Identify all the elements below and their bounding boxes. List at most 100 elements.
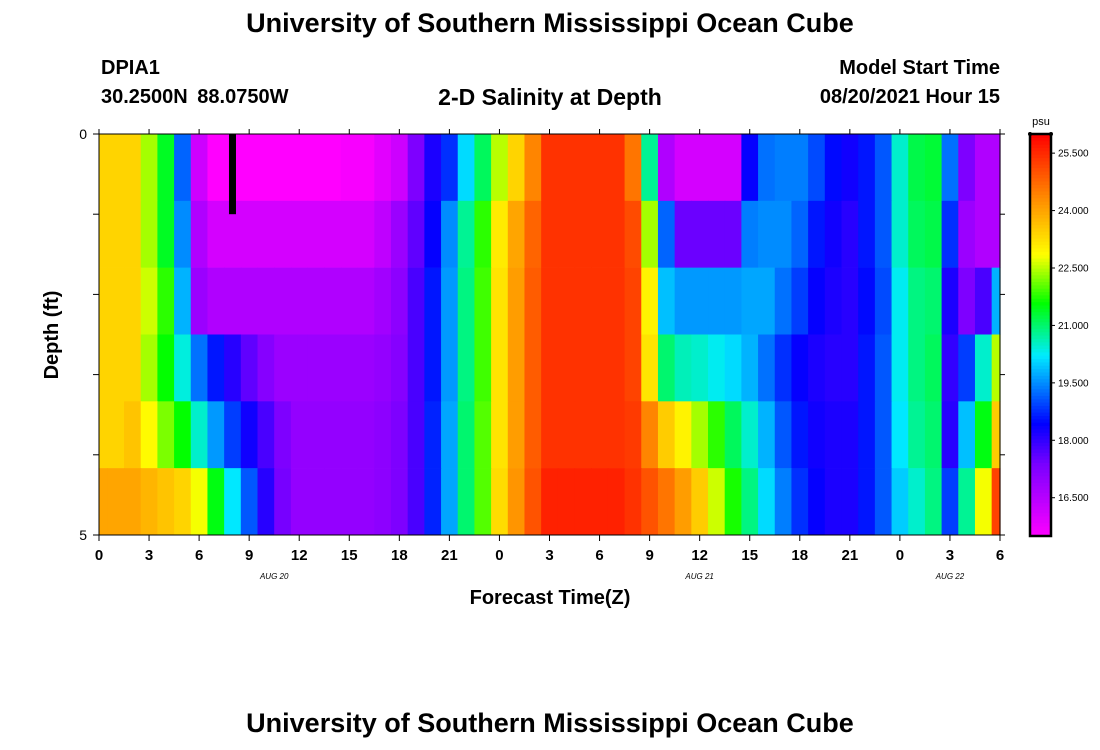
colorbar-segment [1030,301,1051,306]
heatmap-cell [607,468,626,536]
heatmap-cell [774,468,793,536]
heatmap-cell [657,401,676,469]
heatmap-cell [324,267,342,335]
heatmap-cell [474,334,492,402]
colorbar-segment [1030,194,1051,199]
colorbar-segment [1030,314,1051,319]
heatmap-cell [290,334,309,402]
colorbar-segment [1030,522,1051,527]
x-tick-label: 15 [741,547,758,564]
heatmap-cell [958,468,976,536]
heatmap-cell [624,134,642,202]
heatmap-cell [808,401,826,469]
colorbar-segment [1030,221,1051,226]
colorbar-segment [1030,469,1051,473]
heatmap-cell [741,334,759,402]
heatmap-cell [874,401,893,469]
heatmap-cell [274,468,292,536]
heatmap-cell [791,134,809,202]
x-tick-label: 6 [195,547,203,564]
colorbar-segment [1030,217,1051,222]
y-tick-label: 5 [79,527,87,543]
heatmap-cell [491,401,509,469]
heatmap-cell [140,401,158,469]
colorbar-segment [1030,435,1051,440]
heatmap-cell [290,468,309,536]
heatmap-cell [924,200,943,268]
heatmap-cell [641,134,659,202]
heatmap-cell [240,401,259,469]
colorbar-segment [1030,254,1051,259]
heatmap-cell [374,267,392,335]
heatmap-cell [641,334,659,402]
heatmap-cell [307,334,325,402]
heatmap-cell [708,267,726,335]
heatmap-cell [524,134,542,202]
colorbar-segment [1030,495,1051,500]
colorbar-segment [1030,227,1051,232]
colorbar-segment [1030,331,1051,336]
heatmap-cell [841,334,859,402]
heatmap-cell [307,267,325,335]
heatmap-cell [257,267,275,335]
heatmap-cell [491,334,509,402]
heatmap-cell [390,401,409,469]
heatmap-cell [290,200,309,268]
heatmap-cell [457,468,476,536]
colorbar-tick-label: 22.500 [1058,264,1089,275]
heatmap-cell [190,200,209,268]
heatmap-cell [841,134,859,202]
heatmap-cell [224,468,242,536]
x-tick-label: 3 [545,547,553,564]
heatmap-cell [708,468,726,536]
heatmap-cell [557,401,576,469]
heatmap-cell [724,468,742,536]
x-tick-label: 9 [645,547,653,564]
x-axis-label: Forecast Time(Z) [470,587,631,609]
heatmap-cell [691,468,709,536]
heatmap-cell [824,200,843,268]
colorbar-corner-dot [1028,132,1032,136]
heatmap-cell [290,401,309,469]
heatmap-cell [991,134,1001,202]
heatmap-cell [290,267,309,335]
heatmap-cell [641,267,659,335]
heatmap-cell [657,267,676,335]
heatmap-cell [99,134,108,202]
heatmap-cell [891,267,909,335]
heatmap-cell [407,401,425,469]
heatmap-cell [457,200,476,268]
heatmap-cell [908,334,926,402]
colorbar-segment [1030,294,1051,299]
heatmap-cell [307,200,325,268]
heatmap-cell [941,468,959,536]
heatmap-cell [407,200,425,268]
colorbar-tick-label: 21.000 [1058,321,1089,332]
heatmap-cell [507,334,526,402]
colorbar-tick-label: 19.500 [1058,378,1089,389]
heatmap-cell [874,134,893,202]
heatmap-cell [557,267,576,335]
heatmap-cell [591,134,609,202]
heatmap-cell [240,134,259,202]
heatmap-cell [99,267,108,335]
heatmap-cell [224,401,242,469]
colorbar-segment [1030,304,1051,309]
colorbar-segment [1030,140,1051,145]
colorbar-segment [1030,157,1051,162]
page-title: University of Southern Mississippi Ocean… [246,8,854,38]
x-tick-label: 12 [291,547,308,564]
heatmap-cell [741,200,759,268]
heatmap-cell [340,134,359,202]
colorbar-segment [1030,438,1051,443]
heatmap-cell [991,267,1001,335]
heatmap-cell [441,200,459,268]
colorbar-segment [1030,351,1051,356]
heatmap-cell [624,334,642,402]
heatmap-cell [574,134,592,202]
heatmap-cell [708,134,726,202]
heatmap-cell [741,468,759,536]
heatmap-cell [491,200,509,268]
y-tick-label: 0 [79,126,87,142]
heatmap-cell [874,334,893,402]
